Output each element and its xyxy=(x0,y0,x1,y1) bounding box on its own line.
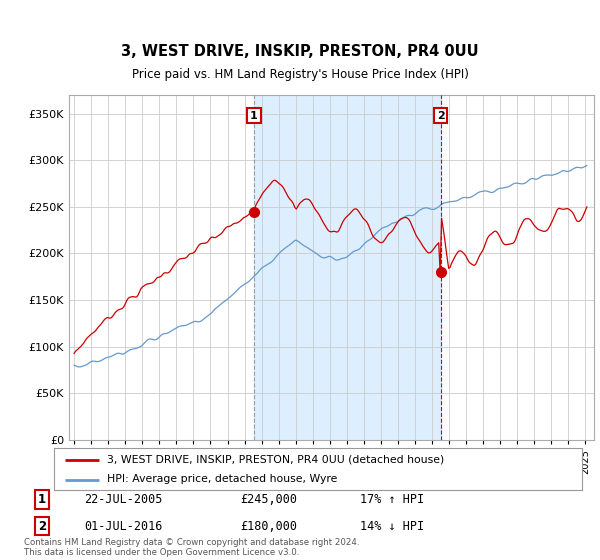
Text: 2: 2 xyxy=(437,111,445,120)
Text: £245,000: £245,000 xyxy=(240,493,297,506)
Text: 01-JUL-2016: 01-JUL-2016 xyxy=(84,520,163,533)
Text: Contains HM Land Registry data © Crown copyright and database right 2024.
This d: Contains HM Land Registry data © Crown c… xyxy=(24,538,359,557)
Text: HPI: Average price, detached house, Wyre: HPI: Average price, detached house, Wyre xyxy=(107,474,337,484)
Text: 1: 1 xyxy=(38,493,46,506)
Text: Price paid vs. HM Land Registry's House Price Index (HPI): Price paid vs. HM Land Registry's House … xyxy=(131,68,469,81)
Text: 3, WEST DRIVE, INSKIP, PRESTON, PR4 0UU: 3, WEST DRIVE, INSKIP, PRESTON, PR4 0UU xyxy=(121,44,479,59)
Text: 2: 2 xyxy=(38,520,46,533)
Bar xyxy=(254,95,440,440)
Text: 3, WEST DRIVE, INSKIP, PRESTON, PR4 0UU (detached house): 3, WEST DRIVE, INSKIP, PRESTON, PR4 0UU … xyxy=(107,455,444,465)
Text: 1: 1 xyxy=(250,111,258,120)
Text: 14% ↓ HPI: 14% ↓ HPI xyxy=(360,520,424,533)
Text: 22-JUL-2005: 22-JUL-2005 xyxy=(84,493,163,506)
Text: £180,000: £180,000 xyxy=(240,520,297,533)
Text: 17% ↑ HPI: 17% ↑ HPI xyxy=(360,493,424,506)
